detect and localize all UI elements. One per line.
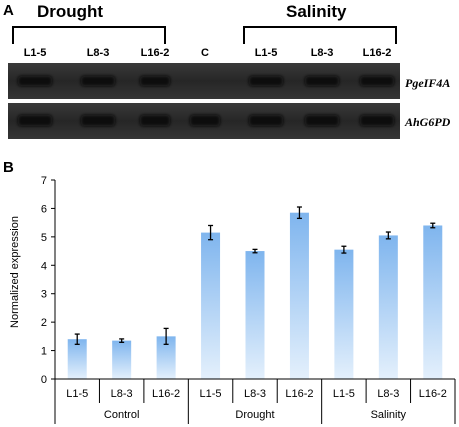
gene-label-pgeif4a: PgeIF4A xyxy=(405,76,450,90)
bar xyxy=(67,339,87,379)
gel-band xyxy=(81,76,115,86)
bar xyxy=(201,232,221,379)
drought-bracket xyxy=(12,26,166,44)
category-label: L8-3 xyxy=(244,388,266,400)
y-tick-label: 3 xyxy=(41,289,47,301)
group-label: Control xyxy=(104,409,139,421)
gene-label-ahg6pd: AhG6PD xyxy=(404,115,451,129)
lane-label: L16-2 xyxy=(363,47,392,59)
y-tick-label: 7 xyxy=(41,175,47,187)
gel-band xyxy=(140,76,170,86)
gel-band xyxy=(360,115,394,126)
drought-group-title: Drought xyxy=(37,2,103,21)
panel-a-letter: A xyxy=(3,2,14,19)
bar xyxy=(423,225,443,379)
lane-label: L8-3 xyxy=(311,47,334,59)
gel-band xyxy=(249,76,283,86)
salinity-bracket xyxy=(243,26,397,44)
category-label: L16-2 xyxy=(285,388,313,400)
category-label: L16-2 xyxy=(152,388,180,400)
bar xyxy=(378,235,398,379)
y-axis: 0 1 2 3 4 5 6 7 xyxy=(41,175,56,386)
category-label: L16-2 xyxy=(419,388,447,400)
lane-label: L16-2 xyxy=(141,47,170,59)
bar xyxy=(334,249,354,379)
group-label: Salinity xyxy=(371,409,407,421)
y-axis-label: Normalized expression xyxy=(9,216,21,328)
panel-b-letter: B xyxy=(3,159,14,176)
category-label: L1-5 xyxy=(66,388,88,400)
lane-label: L1-5 xyxy=(255,47,278,59)
gel-band xyxy=(18,115,52,126)
gel-band xyxy=(190,115,220,126)
salinity-group-title: Salinity xyxy=(286,2,347,21)
gel-band xyxy=(18,76,52,86)
y-tick-label: 0 xyxy=(41,374,47,386)
category-label: L8-3 xyxy=(377,388,399,400)
y-tick-label: 6 xyxy=(41,203,47,215)
bars xyxy=(67,206,443,379)
lane-label: L8-3 xyxy=(87,47,110,59)
gel-band xyxy=(360,76,394,86)
x-axis: L1-5 L8-3 L16-2 L1-5 L8-3 L16-2 L1-5 L8-3 L16-2 C… xyxy=(54,378,456,424)
bar xyxy=(245,251,265,379)
category-label: L1-5 xyxy=(200,388,222,400)
gel-bands xyxy=(18,76,394,126)
gel-band xyxy=(81,115,115,126)
lane-label: L1-5 xyxy=(24,47,47,59)
y-tick-label: 5 xyxy=(41,232,47,244)
lane-labels: L1-5 L8-3 L16-2 C L1-5 L8-3 L16-2 xyxy=(24,47,392,59)
gel-strip-pgeif4a xyxy=(8,63,400,99)
gel-band xyxy=(140,115,170,126)
category-label: L1-5 xyxy=(333,388,355,400)
gel-band xyxy=(305,76,339,86)
bar xyxy=(289,212,309,379)
y-tick-label: 1 xyxy=(41,346,47,358)
group-label: Drought xyxy=(235,409,274,421)
y-tick-label: 2 xyxy=(41,317,47,329)
gel-band xyxy=(305,115,339,126)
lane-label: C xyxy=(201,47,209,59)
gel-band xyxy=(249,115,283,126)
bar xyxy=(112,340,132,379)
y-tick-label: 4 xyxy=(41,260,47,272)
category-label: L8-3 xyxy=(111,388,133,400)
bar xyxy=(156,336,176,379)
